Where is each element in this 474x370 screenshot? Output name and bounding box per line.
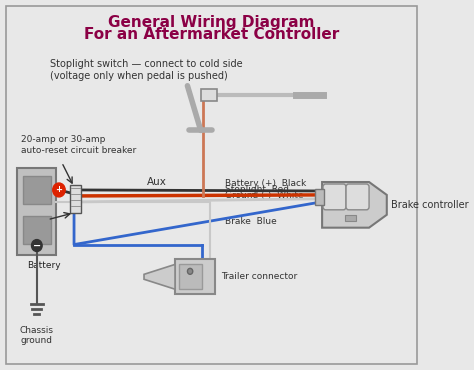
Circle shape <box>187 268 193 274</box>
Circle shape <box>31 240 42 252</box>
Text: Aux: Aux <box>146 177 166 187</box>
Bar <box>23 216 51 243</box>
Text: Trailer connector: Trailer connector <box>221 272 297 281</box>
FancyBboxPatch shape <box>323 184 346 210</box>
Text: Stoplight  Red: Stoplight Red <box>225 185 289 194</box>
Text: Brake controller: Brake controller <box>391 200 469 210</box>
Text: +: + <box>55 185 63 195</box>
Text: Ground (-)  White: Ground (-) White <box>225 191 303 200</box>
Text: Battery (+)  Black: Battery (+) Black <box>225 179 306 188</box>
Text: Brake  Blue: Brake Blue <box>225 217 276 226</box>
FancyBboxPatch shape <box>346 184 369 210</box>
Polygon shape <box>144 265 175 289</box>
Bar <box>175 259 215 294</box>
Text: 20-amp or 30-amp
auto-reset circuit breaker: 20-amp or 30-amp auto-reset circuit brea… <box>21 135 136 155</box>
Text: Chassis
ground: Chassis ground <box>20 326 54 345</box>
Bar <box>315 189 324 205</box>
Bar <box>18 168 56 255</box>
Polygon shape <box>322 182 387 228</box>
Bar <box>180 265 201 289</box>
Circle shape <box>53 183 65 197</box>
Text: For an Aftermarket Controller: For an Aftermarket Controller <box>84 27 339 42</box>
Bar <box>201 89 217 101</box>
Bar <box>345 215 356 221</box>
Bar <box>71 185 81 213</box>
Text: Stoplight switch — connect to cold side
(voltage only when pedal is pushed): Stoplight switch — connect to cold side … <box>50 59 243 81</box>
Text: −: − <box>33 240 41 250</box>
Bar <box>23 176 51 204</box>
Text: Battery: Battery <box>27 262 61 270</box>
Text: General Wiring Diagram: General Wiring Diagram <box>108 15 315 30</box>
